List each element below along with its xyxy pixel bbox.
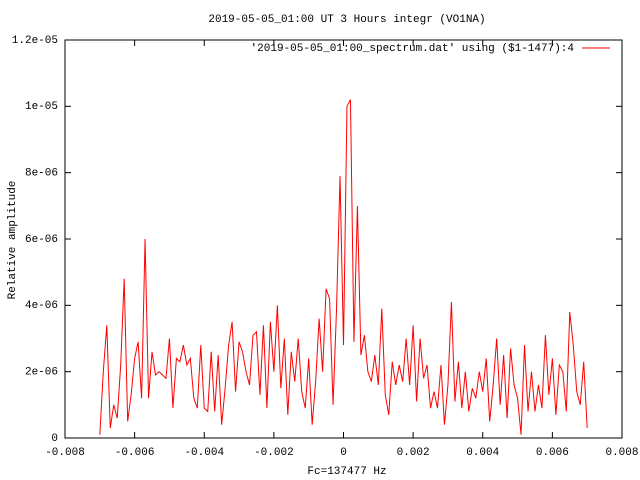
x-tick-label: -0.008 [45, 447, 85, 459]
legend-label: '2019-05-05_01:00_spectrum.dat' using ($… [251, 43, 575, 55]
x-tick-label: -0.004 [184, 447, 224, 459]
x-tick-label: 0.002 [397, 447, 430, 459]
x-tick-label: -0.006 [115, 447, 155, 459]
x-tick-label: 0.006 [536, 447, 569, 459]
y-tick-label: 0 [51, 433, 58, 445]
x-tick-label: 0.008 [605, 447, 638, 459]
y-tick-label: 1e-05 [25, 101, 58, 113]
y-tick-label: 8e-06 [25, 168, 58, 180]
x-tick-label: -0.002 [254, 447, 294, 459]
x-tick-label: 0.004 [466, 447, 499, 459]
y-tick-label: 6e-06 [25, 234, 58, 246]
y-tick-label: 2e-06 [25, 367, 58, 379]
y-tick-label: 4e-06 [25, 300, 58, 312]
data-line [99, 99, 588, 435]
y-tick-label: 1.2e-05 [12, 35, 58, 47]
chart-title: 2019-05-05_01:00 UT 3 Hours integr (VO1N… [208, 14, 485, 26]
y-axis-label: Relative amplitude [7, 181, 19, 300]
x-axis-label: Fc=137477 Hz [307, 466, 386, 478]
x-tick-label: 0 [340, 447, 347, 459]
